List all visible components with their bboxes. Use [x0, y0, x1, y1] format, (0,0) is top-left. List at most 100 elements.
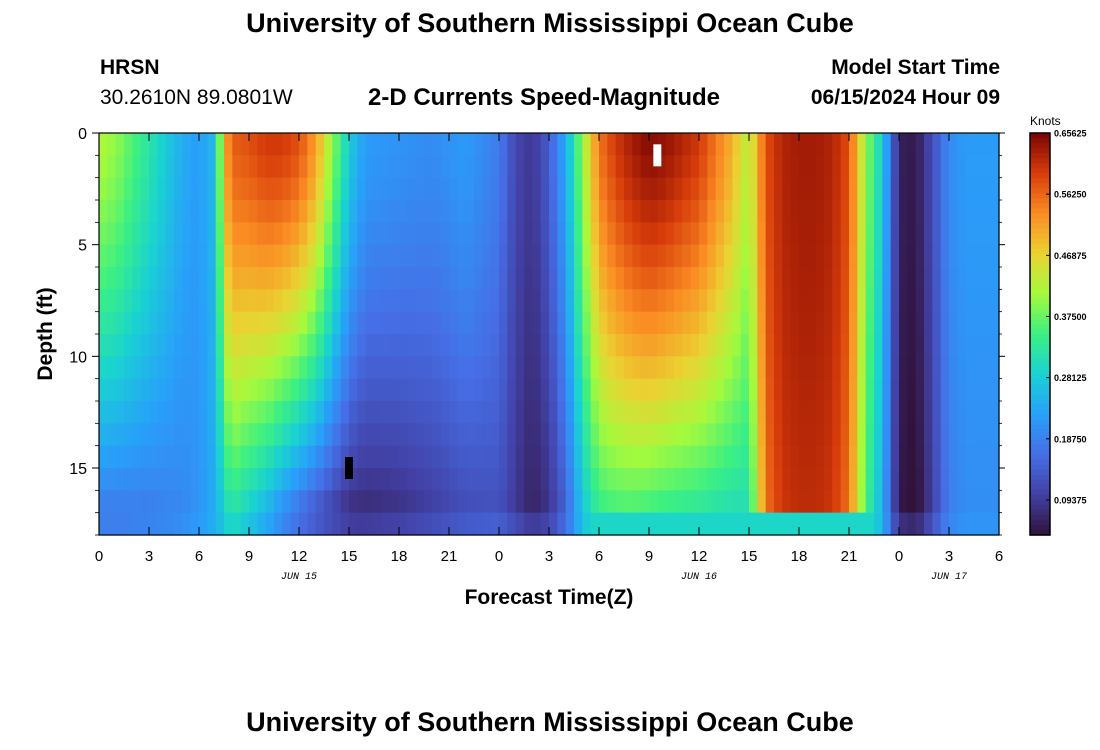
- heatmap-cell: [315, 244, 325, 268]
- heatmap-cell: [324, 289, 333, 313]
- heatmap-cell: [474, 378, 483, 402]
- y-tick-label: 5: [78, 238, 87, 255]
- heatmap-cell: [207, 378, 217, 402]
- heatmap-cell: [115, 378, 125, 402]
- heatmap-cell: [807, 200, 817, 223]
- heatmap-cell: [674, 378, 683, 402]
- heatmap-cell: [324, 445, 333, 469]
- heatmap-cell: [707, 155, 717, 179]
- heatmap-cell: [224, 401, 233, 424]
- heatmap-cell: [140, 512, 150, 536]
- heatmap-cell: [632, 490, 642, 514]
- heatmap-cell: [674, 311, 683, 335]
- heatmap-cell: [349, 311, 358, 335]
- heatmap-cell: [899, 445, 908, 469]
- x-tick-label: 15: [741, 548, 758, 565]
- heatmap-cell: [774, 177, 783, 201]
- heatmap-cell: [165, 155, 175, 179]
- heatmap-cell: [849, 177, 858, 201]
- colorbar-segment: [1030, 349, 1050, 355]
- heatmap-cell: [165, 334, 175, 357]
- heatmap-cell: [157, 512, 167, 536]
- heatmap-cell: [207, 401, 217, 424]
- heatmap-cell: [957, 445, 967, 469]
- heatmap-cell: [724, 356, 733, 380]
- heatmap-cell: [465, 490, 475, 514]
- heatmap-cell: [257, 512, 267, 536]
- heatmap-cell: [899, 267, 908, 290]
- heatmap-cell: [674, 356, 683, 380]
- heatmap-cell: [524, 155, 533, 179]
- heatmap-cell: [957, 133, 967, 156]
- heatmap-cell: [449, 468, 458, 491]
- x-tick-label: 6: [995, 548, 1003, 565]
- heatmap-cell: [882, 378, 892, 402]
- heatmap-cell: [232, 311, 242, 335]
- heatmap-cell: [715, 311, 725, 335]
- heatmap-cell: [640, 334, 650, 357]
- heatmap-cell: [307, 468, 317, 491]
- heatmap-cell: [374, 334, 383, 357]
- heatmap-cell: [815, 222, 825, 246]
- heatmap-cell: [649, 334, 658, 357]
- heatmap-cell: [182, 378, 192, 402]
- heatmap-cell: [757, 490, 767, 514]
- heatmap-cell: [640, 222, 650, 246]
- heatmap-cell: [540, 311, 550, 335]
- heatmap-cell: [199, 222, 208, 246]
- colorbar-segment: [1030, 424, 1050, 431]
- colorbar-segment: [1030, 524, 1050, 531]
- heatmap-cell: [140, 177, 150, 201]
- heatmap-cell: [165, 244, 175, 268]
- heatmap-cell: [724, 244, 733, 268]
- heatmap-cell: [840, 423, 850, 447]
- heatmap-cell: [332, 423, 342, 447]
- heatmap-cell: [940, 133, 950, 156]
- heatmap-cell: [340, 200, 350, 223]
- heatmap-cell: [540, 289, 550, 313]
- heatmap-cell: [140, 133, 150, 156]
- heatmap-cell: [907, 200, 917, 223]
- heatmap-cell: [732, 222, 742, 246]
- heatmap-cell: [457, 445, 467, 469]
- colorbar-segment: [1030, 168, 1050, 174]
- heatmap-cell: [149, 244, 158, 268]
- heatmap-cell: [582, 311, 592, 335]
- heatmap-cell: [282, 311, 292, 335]
- heatmap-cell: [415, 177, 425, 201]
- heatmap-cell: [132, 177, 142, 201]
- model-start-value: 06/15/2024 Hour 09: [810, 86, 1000, 109]
- heatmap-cell: [449, 200, 458, 223]
- heatmap-cell: [924, 244, 933, 268]
- heatmap-cell: [640, 423, 650, 447]
- heatmap-cell: [774, 378, 783, 402]
- heatmap-cell: [199, 356, 208, 380]
- heatmap-cell: [165, 490, 175, 514]
- heatmap-cell: [974, 356, 983, 380]
- heatmap-cell: [415, 133, 425, 156]
- heatmap-cell: [924, 356, 933, 380]
- colorbar-tick-label: 0.28125: [1054, 373, 1087, 383]
- heatmap-cell: [374, 468, 383, 491]
- heatmap-cell: [249, 244, 258, 268]
- heatmap-cell: [590, 490, 600, 514]
- heatmap-cell: [149, 423, 158, 447]
- heatmap-cell: [624, 356, 633, 380]
- heatmap-cell: [132, 512, 142, 536]
- heatmap-cell: [424, 133, 433, 156]
- heatmap-cell: [974, 133, 983, 156]
- heatmap-cell: [874, 445, 883, 469]
- heatmap-cell: [849, 155, 858, 179]
- heatmap-cell: [782, 356, 792, 380]
- heatmap-cell: [215, 356, 225, 380]
- heatmap-cell: [690, 356, 700, 380]
- heatmap-cell: [940, 222, 950, 246]
- heatmap-cell: [749, 423, 758, 447]
- heatmap-cell: [957, 378, 967, 402]
- heatmap-cell: [315, 378, 325, 402]
- heatmap-cell: [174, 423, 183, 447]
- heatmap-cell: [282, 155, 292, 179]
- heatmap-cell: [757, 177, 767, 201]
- heatmap-cell: [274, 512, 283, 536]
- heatmap-cell: [599, 267, 608, 290]
